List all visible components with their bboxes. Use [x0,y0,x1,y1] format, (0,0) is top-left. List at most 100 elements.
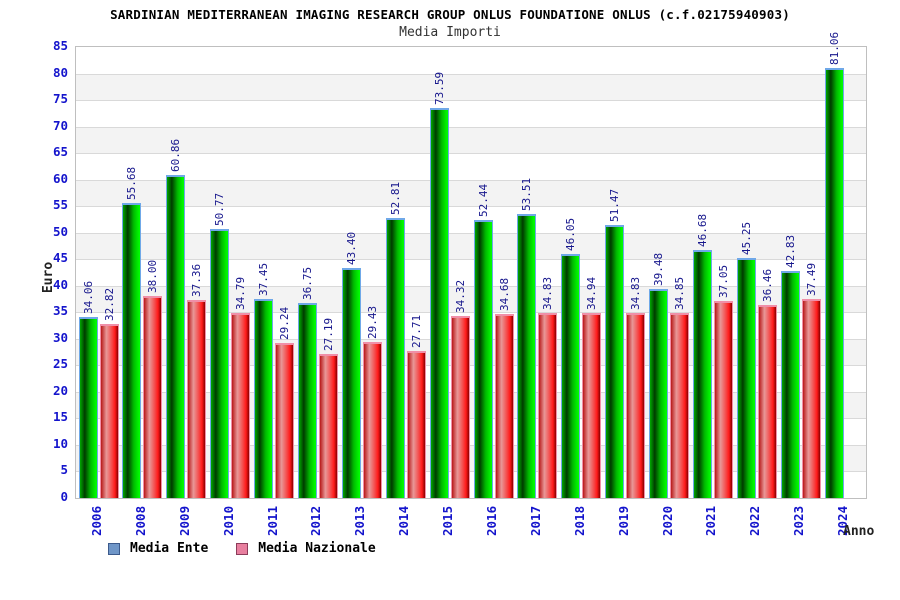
gridline [76,338,866,340]
legend: Media Ente Media Nazionale [108,541,376,556]
bar-media-nazionale-2017 [538,313,558,498]
y-tick-label: 85 [52,38,68,53]
bar-media-nazionale-2013 [362,341,382,498]
bar-value-label: 32.82 [102,287,116,321]
x-tick-label-2009: 2009 [176,505,192,536]
x-tick-label-2023: 2023 [791,505,807,536]
bar-media-ente-2022 [736,257,756,498]
bar-value-label: 53.51 [520,177,534,212]
bar-media-nazionale-2014 [406,350,426,498]
bar-media-nazionale-2008 [143,296,163,498]
bar-media-ente-2017 [517,214,537,498]
bar-media-nazionale-2011 [275,342,295,498]
gridline [76,285,866,287]
y-tick-label: 65 [52,144,68,160]
bar-media-ente-2006 [78,317,98,498]
bar-value-label: 37.49 [804,262,818,297]
x-tick-label-2015: 2015 [440,505,456,536]
bar-media-nazionale-2018 [582,312,602,498]
bar-value-label: 34.79 [234,277,248,311]
bar-value-label: 27.19 [321,317,335,351]
x-tick-label-2011: 2011 [264,505,280,536]
gridline [76,73,866,75]
bar-value-label: 34.83 [541,277,555,311]
y-tick-label: 55 [52,197,68,213]
bar-value-label: 29.24 [278,306,292,340]
plot-band [76,179,866,207]
bar-media-ente-2021 [692,250,712,498]
plot-band [76,126,866,154]
gridline [76,471,866,473]
bar-media-ente-2024 [824,67,844,498]
bar-media-nazionale-2015 [450,315,470,498]
x-tick-label-2017: 2017 [527,505,543,536]
x-tick-label-2014: 2014 [396,505,412,536]
bar-value-label: 34.83 [629,277,643,311]
bar-media-nazionale-2022 [757,304,777,498]
legend-swatch-icon [236,542,249,555]
plot-area: 34.06 32.82 55.68 38.00 60.86 37.36 50.77 34.79… [75,32,867,499]
x-tick-label-2022: 2022 [747,505,763,536]
gridline [76,365,866,367]
gridline [76,444,866,446]
y-tick-label: 10 [52,435,68,451]
y-tick-label: 0 [60,489,68,504]
y-tick-label: 60 [52,170,68,186]
bar-media-ente-2018 [561,253,581,498]
y-tick-label: 5 [60,462,68,478]
bar-media-ente-2009 [166,175,186,498]
bar-value-label: 34.85 [673,276,687,311]
bar-value-label: 37.36 [190,263,204,297]
bar-media-nazionale-2021 [713,301,733,498]
bar-value-label: 51.47 [608,188,622,222]
y-tick-label: 50 [52,223,68,239]
bar-media-ente-2008 [122,202,142,498]
x-tick-label-2010: 2010 [220,505,236,536]
plot-band [76,73,866,101]
y-tick-label: 35 [52,303,68,319]
gridline [76,153,866,155]
gridline [76,179,866,181]
plot-band [76,285,866,313]
bar-media-nazionale-2016 [494,314,514,498]
bar-value-label: 45.25 [739,221,753,255]
plot-band [76,153,866,180]
x-axis-tick-labels: 2006 2008 2009 2010 2011 2012 2013 2014 2015 2016… [75,498,865,542]
bar-media-ente-2023 [780,270,800,498]
x-tick-label-2021: 2021 [703,505,719,536]
legend-label: Media Nazionale [258,541,376,556]
bar-value-label: 29.43 [365,305,379,339]
bar-value-label: 52.81 [388,181,402,215]
y-tick-label: 30 [52,329,68,345]
chart-subtitle: Media Importi [399,25,501,40]
bar-media-nazionale-2020 [670,313,690,498]
bar-value-label: 34.06 [81,281,95,315]
bar-media-ente-2012 [297,303,317,498]
bar-media-nazionale-2019 [626,313,646,498]
bar-value-label: 60.86 [169,138,183,173]
x-tick-label-2013: 2013 [352,505,368,536]
bar-value-label: 38.00 [146,260,160,294]
x-tick-label-2018: 2018 [571,505,587,536]
bar-value-label: 81.06 [827,31,841,65]
x-tick-label-2019: 2019 [615,505,631,536]
bar-value-label: 34.94 [585,276,599,310]
legend-item-media-ente: Media Ente [108,541,208,556]
plot-band [76,391,866,419]
bar-media-nazionale-2006 [99,323,119,498]
gridline [76,259,866,261]
x-tick-label-2020: 2020 [659,505,675,536]
bar-value-label: 46.05 [564,217,578,251]
bar-value-label: 37.45 [257,263,271,297]
bar-value-label: 46.68 [695,214,709,248]
y-tick-label: 75 [52,91,68,107]
bar-media-ente-2014 [385,217,405,498]
bar-media-ente-2010 [210,228,230,498]
gridline [76,391,866,393]
bar-value-label: 43.40 [344,231,358,265]
y-tick-label: 20 [52,382,68,398]
bar-value-label: 42.83 [783,234,797,268]
bar-value-label: 27.71 [409,314,423,348]
y-tick-label: 45 [52,250,68,266]
y-tick-label: 40 [52,276,68,292]
